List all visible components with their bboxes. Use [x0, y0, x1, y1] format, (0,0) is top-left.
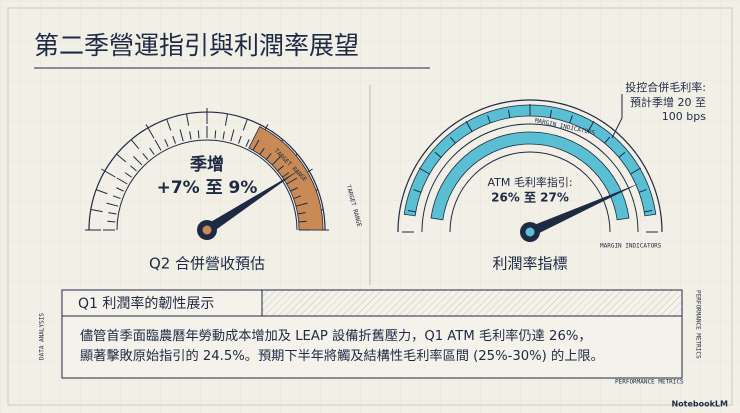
- gauge-value: 26% 至 27%: [491, 191, 569, 205]
- gauge-tick: [418, 167, 430, 175]
- gauge-tick: [116, 177, 128, 185]
- gauge-tick: [95, 189, 108, 195]
- gauge-tick: [282, 172, 290, 178]
- gauge-tick: [179, 129, 184, 142]
- gauge-tick: [638, 189, 647, 193]
- gauge-tick: [164, 139, 169, 147]
- gauge-tick: [618, 151, 626, 158]
- callout-line: 投控合併毛利率:: [625, 80, 706, 94]
- panel-heading: Q1 利潤率的韌性展示: [78, 295, 214, 312]
- gauge-tick: [587, 120, 595, 132]
- gauge-band: [403, 104, 657, 217]
- gauge-tick: [101, 168, 116, 178]
- gauge-tick: [116, 187, 124, 192]
- gauge-tick: [277, 165, 284, 172]
- gauge-tick: [569, 115, 573, 124]
- gauge-tick: [145, 124, 155, 139]
- gauge-tick: [197, 130, 200, 139]
- side-label: MARGIN INDICATORS: [600, 243, 662, 250]
- gauge-tick: [224, 113, 228, 126]
- gauge-tick: [630, 167, 642, 175]
- gauge-tick: [434, 151, 442, 158]
- gauge-hub-center: [202, 225, 212, 235]
- gauge-needle: [527, 183, 640, 237]
- gauge-caption: 利潤率指標: [492, 255, 567, 273]
- gauge-tick: [242, 118, 248, 131]
- gauge-tick: [298, 220, 307, 223]
- gauge-tick: [259, 147, 265, 155]
- gauge-tick: [265, 153, 272, 160]
- gauge-arc: [116, 139, 298, 231]
- gauge-value: +7% 至 9%: [157, 178, 258, 198]
- gauge-tick: [154, 139, 162, 151]
- gauge-tick: [413, 189, 422, 193]
- gauge-tick: [133, 156, 143, 166]
- gauge-arc: [397, 99, 663, 233]
- panel-heading-box: [61, 289, 263, 317]
- gauge-tick: [465, 120, 473, 132]
- gauge-caption: Q2 合併營收預估: [149, 255, 265, 273]
- gauge-tick: [142, 153, 149, 160]
- gauge-tick: [106, 202, 119, 207]
- frame: [7, 7, 733, 406]
- gauge-tick: [290, 187, 298, 192]
- gauge-arc: [421, 123, 639, 233]
- callout-line: 預計季增 20 至: [630, 95, 706, 109]
- gauge-tick: [189, 131, 192, 140]
- gauge-arc: [449, 151, 611, 233]
- gauge-label: 季增: [190, 154, 224, 175]
- gauge-tick: [286, 177, 298, 185]
- gauge-tick: [222, 131, 225, 140]
- margin-label: PERFORMANCE METRICS: [695, 290, 702, 359]
- gauge-tick: [407, 209, 416, 213]
- gauge-tick: [297, 212, 306, 215]
- gauge-band: [430, 131, 630, 221]
- gauge-tick: [271, 156, 281, 166]
- gauge-tick: [112, 195, 121, 200]
- gauge-tick: [130, 139, 140, 150]
- gauge-tick: [107, 220, 116, 223]
- gauge-tick: [507, 109, 511, 118]
- callout-line: 100 bps: [662, 110, 706, 123]
- gauge-tick: [149, 147, 155, 155]
- gauge-tick: [108, 212, 117, 215]
- panel-body: 儘管首季面臨農曆年勞動成本增加及 LEAP 設備折舊壓力，Q1 ATM 毛利率仍…: [80, 327, 592, 344]
- gauge-tick: [644, 209, 653, 213]
- gauge-tick: [604, 136, 611, 144]
- gauge-tick: [252, 139, 260, 151]
- gauge-hub-center: [525, 227, 535, 237]
- gauge-tick: [90, 209, 103, 213]
- callout-pointer: [611, 94, 623, 139]
- gauge-tick: [116, 153, 127, 163]
- margin-label: PERFORMANCE METRICS: [615, 379, 684, 386]
- gauge-tick: [130, 165, 137, 172]
- gauges: [85, 99, 663, 242]
- gauge-needle: [204, 170, 300, 235]
- gauge-tick: [214, 130, 217, 139]
- gauge-tick: [449, 136, 456, 144]
- gauge-label: ATM 毛利率指引:: [487, 175, 572, 189]
- gauge-tick: [172, 135, 177, 144]
- gauge-tick: [295, 202, 308, 207]
- gauge-tick: [186, 113, 190, 126]
- gauge-tick: [487, 115, 491, 124]
- panel-body: 顯著擊敗原始指引的 24.5%。預期下半年將觸及結構性毛利率區間 (25%-30…: [80, 347, 604, 364]
- gauge-tick: [237, 135, 242, 144]
- gauge-tick: [245, 139, 250, 147]
- gauge-tick: [230, 129, 235, 142]
- gauge-tick: [166, 118, 172, 131]
- margin-label: DATA ANALYSIS: [39, 313, 46, 360]
- gauge-tick: [549, 109, 553, 118]
- gauge-tick: [124, 172, 132, 178]
- gauge-tick: [293, 195, 302, 200]
- title: 第二季營運指引與利潤率展望: [34, 31, 359, 60]
- brand: NotebookLM: [671, 400, 728, 409]
